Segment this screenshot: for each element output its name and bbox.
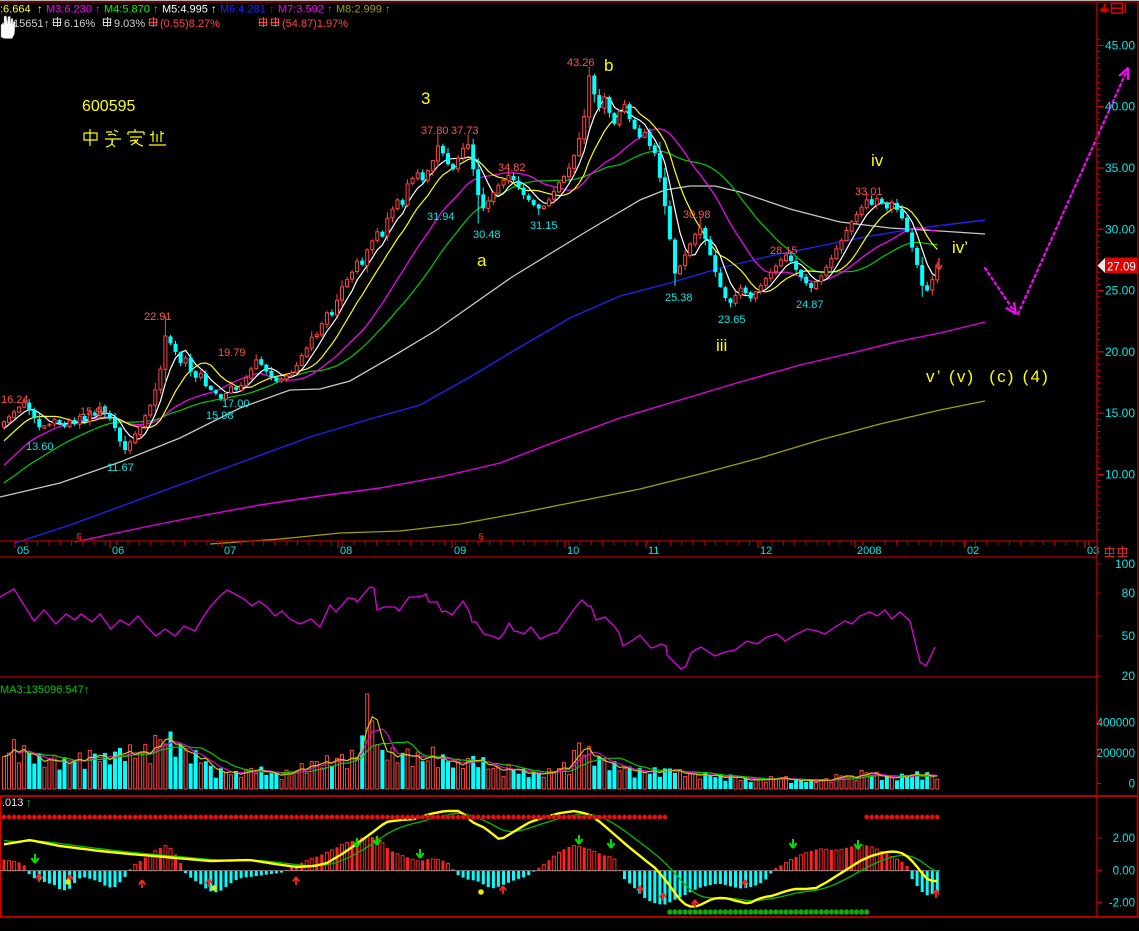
svg-text:30.98: 30.98 [683,209,711,221]
svg-text:31.15: 31.15 [530,220,558,232]
svg-text:12: 12 [760,545,772,557]
svg-text:↑: ↑ [153,4,159,16]
svg-text:80: 80 [1122,586,1136,600]
svg-text:↑: ↑ [211,4,217,16]
svg-text:20.00: 20.00 [1105,345,1135,359]
svg-text:iii: iii [716,336,727,355]
svg-text:M5:4.995: M5:4.995 [162,4,208,16]
svg-text:15.00: 15.00 [1105,406,1135,420]
svg-text:09: 09 [454,545,466,557]
svg-text:400000: 400000 [1097,718,1135,730]
svg-text:0.00: 0.00 [1113,866,1135,878]
svg-text:22.91: 22.91 [144,311,172,323]
svg-text:11.67: 11.67 [107,462,134,474]
svg-text:b: b [604,56,613,75]
svg-text:M3:6.230: M3:6.230 [46,4,92,16]
svg-text:07: 07 [224,545,236,557]
svg-text:200000: 200000 [1097,748,1135,760]
svg-text:↑: ↑ [269,4,275,16]
svg-text:M7:3.592: M7:3.592 [278,4,324,16]
svg-text:27.09: 27.09 [1107,261,1136,273]
svg-text:(0.55)8.27%: (0.55)8.27% [160,18,220,30]
svg-text:iv: iv [871,151,884,170]
svg-text:33.01: 33.01 [855,186,883,198]
svg-text:↑: ↑ [385,4,391,16]
svg-text:19.79: 19.79 [218,347,246,359]
svg-text:11: 11 [648,545,659,557]
svg-text:M6:4.281: M6:4.281 [220,4,266,16]
svg-text:↑: ↑ [26,797,32,809]
svg-text:↑: ↑ [95,4,101,16]
svg-text:25.00: 25.00 [1105,284,1135,298]
svg-text:6.16%: 6.16% [64,18,95,30]
svg-text:24.87: 24.87 [796,299,824,311]
svg-text:2.00: 2.00 [1113,833,1135,845]
svg-text:20: 20 [1122,669,1136,683]
svg-text:3: 3 [421,89,430,108]
svg-text:15.94: 15.94 [80,406,108,418]
svg-text:a: a [477,251,487,270]
svg-text:50: 50 [1122,629,1136,643]
svg-text:iv’: iv’ [952,238,968,257]
svg-text:23.65: 23.65 [718,314,746,326]
svg-text:↑: ↑ [84,684,90,696]
svg-text:30.48: 30.48 [473,229,501,241]
svg-text:9.03%: 9.03% [114,18,145,30]
svg-text:25.38: 25.38 [665,292,693,304]
svg-text:600595: 600595 [82,98,135,115]
svg-text:40.00: 40.00 [1105,100,1135,114]
svg-text:2008: 2008 [857,545,881,557]
svg-text:↑: ↑ [37,4,43,16]
svg-text::6.664: :6.664 [0,4,31,16]
svg-text:31.94: 31.94 [427,211,455,223]
svg-text:45.00: 45.00 [1105,38,1135,52]
svg-text:30.00: 30.00 [1105,222,1135,236]
svg-text:↑: ↑ [327,4,333,16]
svg-text:0: 0 [1129,779,1135,791]
svg-text:17.00: 17.00 [222,398,250,410]
svg-text:37.73: 37.73 [451,125,479,137]
svg-text:16.24: 16.24 [1,394,29,406]
svg-text:13.60: 13.60 [26,441,54,453]
svg-text:M8:2.999: M8:2.999 [336,4,382,16]
svg-text:100: 100 [1115,557,1135,571]
svg-text:15.98: 15.98 [206,410,234,422]
svg-text:08: 08 [340,545,352,557]
svg-text:43.26: 43.26 [567,57,595,69]
svg-text:02: 02 [967,545,979,557]
svg-text:10: 10 [567,545,579,557]
svg-text:-2.00: -2.00 [1109,898,1135,910]
svg-text:(54.87)1.97%: (54.87)1.97% [282,18,348,30]
svg-text:03: 03 [1087,545,1099,557]
svg-text:34.82: 34.82 [498,162,526,174]
svg-text:v’ (v) (c) (4): v’ (v) (c) (4) [926,367,1050,386]
svg-text:§: § [76,532,82,544]
svg-text:10.00: 10.00 [1105,468,1135,482]
svg-text:28.15: 28.15 [770,245,798,257]
svg-text:15651: 15651 [13,18,44,30]
svg-text:35.00: 35.00 [1105,161,1135,175]
svg-text:M4:5.870: M4:5.870 [104,4,150,16]
svg-text:06: 06 [112,545,124,557]
svg-text:↑: ↑ [44,18,50,30]
svg-text:MA3:135096.547: MA3:135096.547 [0,684,84,696]
svg-text:05: 05 [17,545,29,557]
svg-text:37.80: 37.80 [421,125,449,137]
svg-text:§: § [478,532,484,544]
svg-text:.013: .013 [2,797,23,809]
